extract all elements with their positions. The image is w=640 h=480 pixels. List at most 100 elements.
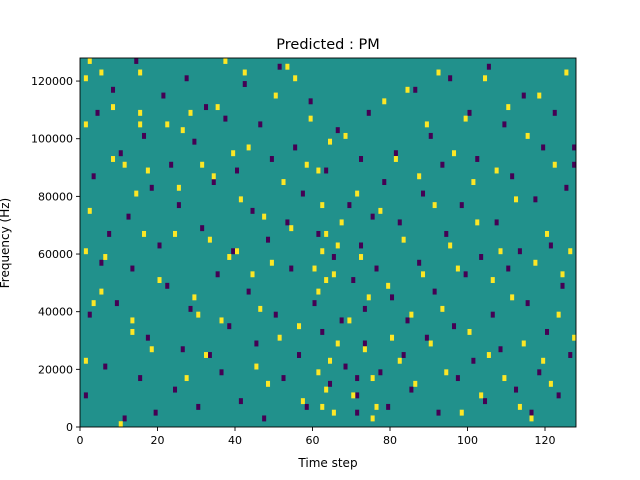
heatmap-cell-low [548,242,553,249]
heatmap-cell-low [262,415,267,422]
heatmap-cell-low [521,92,526,99]
heatmap-cell-high [238,196,243,203]
heatmap-cell-high [157,277,162,284]
heatmap-cell-low [494,219,499,226]
heatmap-cell-high [486,352,491,358]
heatmap-cell-high [413,380,418,387]
heatmap-cell-high [432,202,437,209]
heatmap-cell-high [254,363,259,370]
heatmap-cell-low [405,317,410,324]
heatmap-cell-high [91,300,96,307]
heatmap-cell-high [351,392,356,399]
heatmap-cell-low [107,230,112,237]
heatmap-cell-high [436,69,441,76]
heatmap-cell-low [545,328,550,335]
heatmap-cell-low [409,386,414,393]
heatmap-cell-low [188,305,193,312]
heatmap-cell-high [308,115,313,122]
heatmap-cell-low [436,409,441,416]
heatmap-cell-low [355,392,360,399]
heatmap-cell-low [362,340,367,347]
y-tick-label: 40000 [38,306,73,319]
heatmap-cell-low [382,179,387,185]
heatmap-cell-low [200,225,205,232]
heatmap-cell-high [316,288,321,295]
heatmap-cell-high [242,69,247,76]
heatmap-cell-high [490,277,495,284]
heatmap-cell-low [514,386,519,393]
heatmap-cell-high [514,196,519,203]
heatmap-cell-high [545,230,550,237]
heatmap-cell-high [331,409,336,416]
heatmap-cell-low [440,161,445,168]
heatmap-cell-low [126,213,131,220]
x-tick-label: 20 [151,434,165,447]
heatmap-cell-low [537,369,542,376]
heatmap-cell-low [452,323,457,330]
y-tick-label: 120000 [31,75,73,88]
heatmap-cell-high [83,121,88,128]
heatmap-cell-high [471,179,476,185]
heatmap-cell-high [223,58,228,64]
heatmap-cell-high [455,265,460,272]
heatmap-cell-low [149,184,154,191]
heatmap-cell-low [281,375,286,382]
heatmap-cell-low [169,161,174,168]
heatmap-cell-low [556,392,561,399]
heatmap-cell-low [362,305,367,312]
heatmap-cell-high [475,219,480,226]
heatmap-cell-low [517,248,522,255]
heatmap-cell-high [459,409,464,416]
heatmap-cell-high [316,369,321,376]
heatmap [80,58,577,428]
heatmap-cell-high [192,294,197,301]
heatmap-cell-low [366,109,371,116]
heatmap-cell-high [231,150,236,157]
heatmap-cell-high [87,207,92,214]
x-tick-label: 100 [457,434,478,447]
heatmap-cell-high [525,132,530,139]
heatmap-cell-low [421,190,426,197]
heatmap-cell-high [134,190,139,197]
heatmap-cell-low [572,144,577,151]
heatmap-cell-high [204,352,209,358]
heatmap-cell-high [304,161,309,168]
heatmap-cell-low [401,352,406,358]
heatmap-cell-low [475,156,480,162]
heatmap-cell-low [111,86,116,93]
heatmap-cell-low [130,265,135,272]
heatmap-cell-low [339,317,344,324]
heatmap-cell-high [281,179,286,185]
chart-title: Predicted : PM [276,37,379,53]
heatmap-cell-low [192,138,197,145]
heatmap-cell-high [386,282,391,289]
heatmap-cell-high [374,403,379,410]
heatmap-cell-low [246,288,251,295]
heatmap-cell-high [405,86,410,93]
heatmap-cell-high [502,375,507,382]
heatmap-cell-low [572,161,577,168]
y-axis: 0 20000 40000 60000 80000 100000 120000 [31,75,80,434]
heatmap-cell-high [409,311,414,318]
heatmap-cell-high [266,380,271,387]
heatmap-cell-low [378,369,383,376]
heatmap-cell-low [568,352,573,358]
heatmap-cell-high [506,104,511,111]
heatmap-cell-high [227,254,232,260]
heatmap-cell-low [83,392,88,399]
heatmap-cell-low [359,242,364,249]
heatmap-cell-low [114,300,119,307]
heatmap-cell-low [541,144,546,151]
heatmap-cell-low [250,207,255,214]
heatmap-background [80,58,576,427]
heatmap-cell-low [142,132,147,139]
heatmap-cell-high [424,121,429,128]
x-tick-label: 60 [306,434,320,447]
heatmap-cell-high [293,75,298,82]
heatmap-cell-high [207,236,212,243]
y-tick-label: 100000 [31,133,73,146]
heatmap-cell-high [176,184,181,191]
heatmap-cell-high [138,69,143,76]
heatmap-cell-high [111,104,116,111]
